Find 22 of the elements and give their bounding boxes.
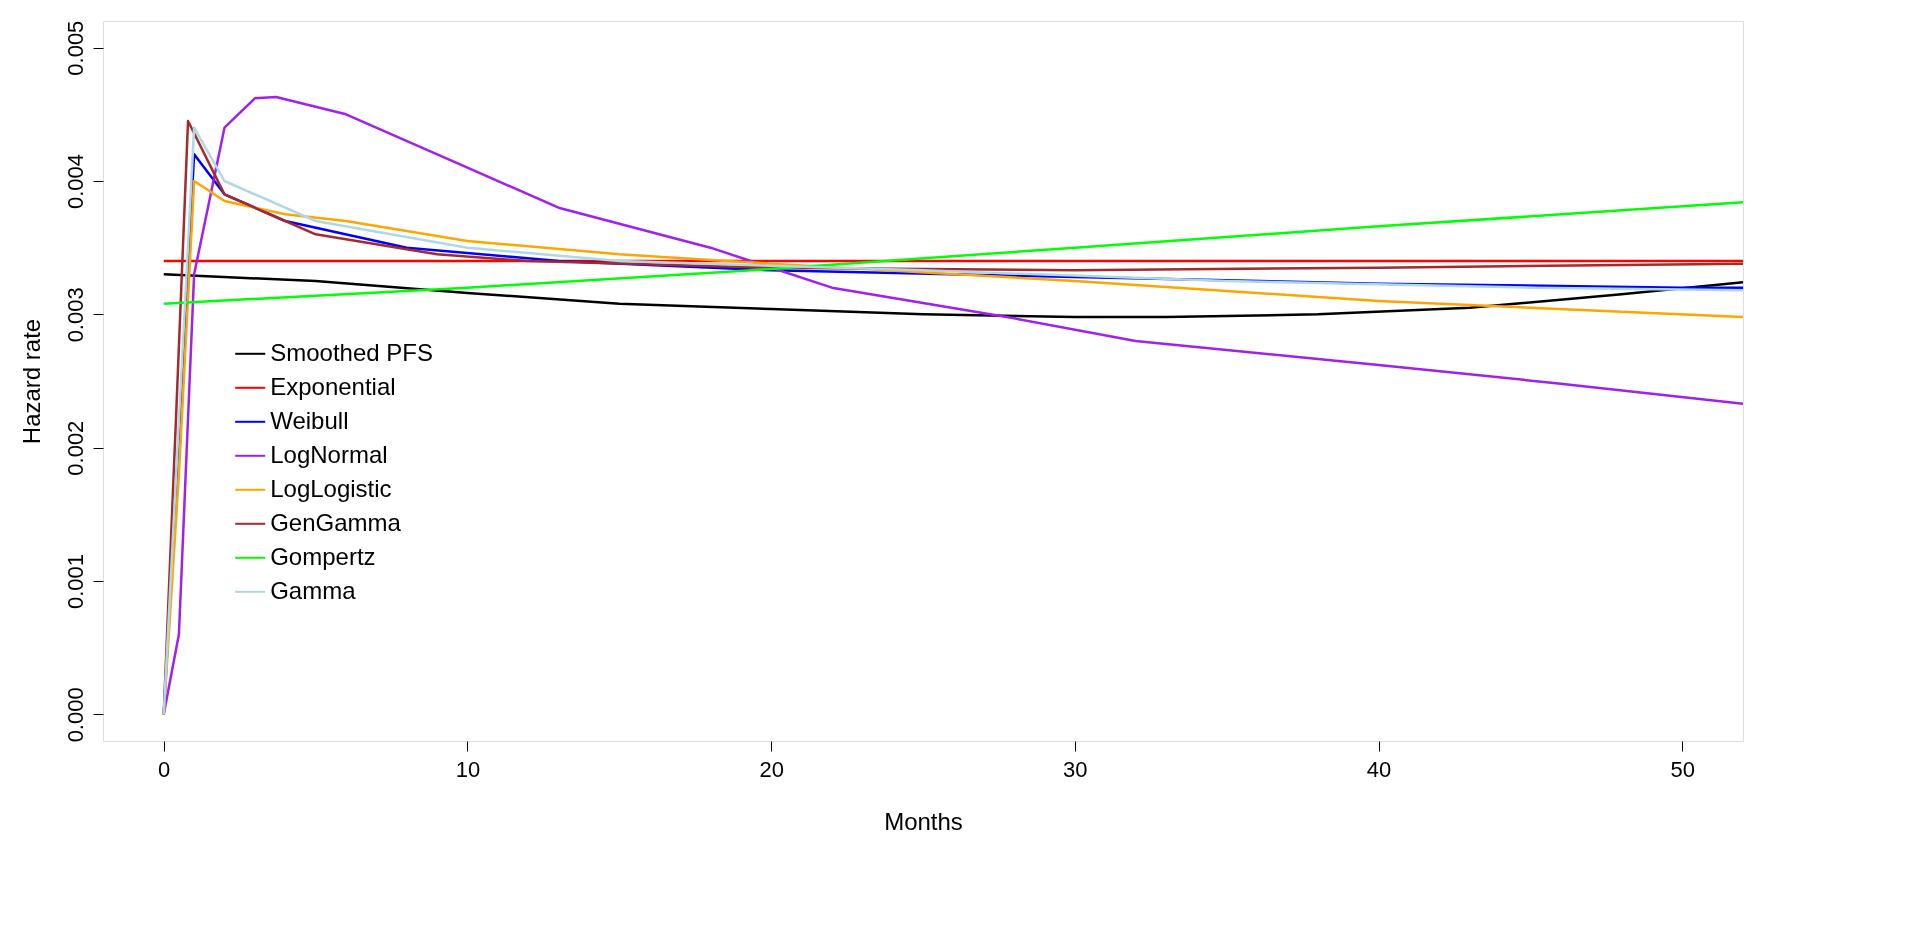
- x-tick-label: 10: [455, 756, 481, 782]
- y-tick-label: 0.005: [62, 20, 88, 76]
- x-tick-label: 50: [1670, 756, 1695, 782]
- legend-label: LogNormal: [270, 440, 388, 468]
- y-tick-label: 0.002: [62, 420, 88, 476]
- x-tick-label: 0: [158, 756, 171, 782]
- y-tick-label: 0.000: [62, 687, 88, 743]
- legend-label: Gamma: [270, 576, 357, 604]
- legend-label: Smoothed PFS: [270, 338, 433, 366]
- x-tick-label: 40: [1366, 756, 1392, 782]
- y-tick-label: 0.003: [62, 287, 88, 343]
- y-tick-label: 0.001: [62, 553, 88, 610]
- y-tick-label: 0.004: [62, 153, 88, 210]
- y-axis-title: Hazard rate: [17, 318, 45, 445]
- legend-label: LogLogistic: [270, 474, 392, 502]
- legend-label: GenGamma: [270, 508, 402, 536]
- x-axis-title: Months: [884, 807, 963, 835]
- x-tick-label: 30: [1063, 756, 1088, 782]
- x-tick-label: 20: [759, 756, 784, 782]
- legend-label: Exponential: [270, 372, 396, 400]
- legend-label: Gompertz: [270, 542, 376, 570]
- legend-label: Weibull: [270, 406, 349, 434]
